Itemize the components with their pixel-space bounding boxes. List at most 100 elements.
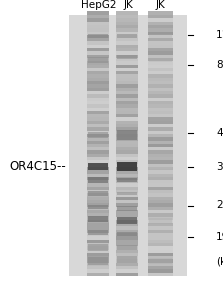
FancyBboxPatch shape bbox=[148, 104, 173, 107]
FancyBboxPatch shape bbox=[116, 157, 138, 160]
FancyBboxPatch shape bbox=[116, 216, 138, 220]
FancyBboxPatch shape bbox=[116, 134, 138, 137]
FancyBboxPatch shape bbox=[117, 55, 137, 59]
FancyBboxPatch shape bbox=[148, 223, 173, 226]
FancyBboxPatch shape bbox=[87, 94, 109, 98]
FancyBboxPatch shape bbox=[148, 48, 173, 51]
FancyBboxPatch shape bbox=[88, 216, 108, 222]
FancyBboxPatch shape bbox=[148, 87, 173, 91]
FancyBboxPatch shape bbox=[148, 11, 173, 15]
FancyBboxPatch shape bbox=[148, 190, 173, 194]
FancyBboxPatch shape bbox=[87, 144, 109, 147]
FancyBboxPatch shape bbox=[148, 236, 173, 240]
FancyBboxPatch shape bbox=[87, 124, 109, 127]
FancyBboxPatch shape bbox=[116, 25, 138, 28]
FancyBboxPatch shape bbox=[116, 196, 138, 200]
FancyBboxPatch shape bbox=[148, 15, 173, 18]
FancyBboxPatch shape bbox=[148, 124, 173, 127]
FancyBboxPatch shape bbox=[148, 134, 173, 137]
FancyBboxPatch shape bbox=[87, 266, 109, 269]
FancyBboxPatch shape bbox=[87, 31, 109, 35]
Text: JK: JK bbox=[156, 1, 165, 10]
FancyBboxPatch shape bbox=[148, 200, 173, 203]
FancyBboxPatch shape bbox=[116, 54, 138, 58]
FancyBboxPatch shape bbox=[148, 183, 173, 187]
FancyBboxPatch shape bbox=[148, 107, 173, 111]
FancyBboxPatch shape bbox=[116, 210, 138, 213]
FancyBboxPatch shape bbox=[116, 77, 138, 81]
FancyBboxPatch shape bbox=[87, 18, 109, 22]
FancyBboxPatch shape bbox=[87, 58, 109, 61]
FancyBboxPatch shape bbox=[87, 134, 109, 137]
FancyBboxPatch shape bbox=[117, 206, 137, 211]
FancyBboxPatch shape bbox=[116, 84, 138, 88]
FancyBboxPatch shape bbox=[116, 236, 138, 240]
FancyBboxPatch shape bbox=[148, 164, 173, 167]
FancyBboxPatch shape bbox=[116, 144, 138, 147]
FancyBboxPatch shape bbox=[148, 167, 173, 170]
FancyBboxPatch shape bbox=[148, 230, 173, 233]
FancyBboxPatch shape bbox=[148, 28, 173, 31]
FancyBboxPatch shape bbox=[148, 74, 173, 78]
FancyBboxPatch shape bbox=[116, 223, 138, 226]
FancyBboxPatch shape bbox=[116, 203, 138, 207]
FancyBboxPatch shape bbox=[116, 262, 138, 266]
FancyBboxPatch shape bbox=[148, 97, 173, 101]
FancyBboxPatch shape bbox=[148, 84, 173, 88]
FancyBboxPatch shape bbox=[116, 15, 138, 18]
FancyBboxPatch shape bbox=[116, 31, 138, 35]
FancyBboxPatch shape bbox=[148, 262, 173, 266]
FancyBboxPatch shape bbox=[116, 41, 138, 45]
FancyBboxPatch shape bbox=[87, 127, 109, 130]
FancyBboxPatch shape bbox=[148, 58, 173, 61]
FancyBboxPatch shape bbox=[116, 243, 138, 246]
FancyBboxPatch shape bbox=[87, 11, 109, 15]
FancyBboxPatch shape bbox=[87, 187, 109, 190]
FancyBboxPatch shape bbox=[148, 91, 173, 94]
FancyBboxPatch shape bbox=[87, 216, 109, 220]
FancyBboxPatch shape bbox=[87, 262, 109, 266]
FancyBboxPatch shape bbox=[87, 164, 109, 167]
FancyBboxPatch shape bbox=[87, 160, 109, 164]
FancyBboxPatch shape bbox=[116, 233, 138, 236]
FancyBboxPatch shape bbox=[116, 253, 138, 256]
FancyBboxPatch shape bbox=[87, 226, 109, 230]
Text: 19: 19 bbox=[216, 232, 223, 242]
FancyBboxPatch shape bbox=[87, 239, 109, 243]
FancyBboxPatch shape bbox=[87, 100, 109, 104]
FancyBboxPatch shape bbox=[148, 64, 173, 68]
FancyBboxPatch shape bbox=[148, 193, 173, 197]
FancyBboxPatch shape bbox=[87, 180, 109, 184]
FancyBboxPatch shape bbox=[87, 91, 109, 94]
FancyBboxPatch shape bbox=[148, 21, 173, 25]
FancyBboxPatch shape bbox=[148, 266, 173, 269]
FancyBboxPatch shape bbox=[148, 117, 173, 121]
FancyBboxPatch shape bbox=[116, 190, 138, 194]
FancyBboxPatch shape bbox=[116, 100, 138, 104]
FancyBboxPatch shape bbox=[117, 130, 137, 140]
FancyBboxPatch shape bbox=[148, 41, 173, 45]
FancyBboxPatch shape bbox=[87, 104, 109, 107]
FancyBboxPatch shape bbox=[87, 272, 109, 276]
FancyBboxPatch shape bbox=[87, 68, 109, 71]
FancyBboxPatch shape bbox=[87, 223, 109, 226]
FancyBboxPatch shape bbox=[87, 220, 109, 223]
FancyBboxPatch shape bbox=[116, 272, 138, 276]
FancyBboxPatch shape bbox=[117, 217, 137, 224]
FancyBboxPatch shape bbox=[87, 87, 109, 91]
FancyBboxPatch shape bbox=[116, 183, 138, 187]
FancyBboxPatch shape bbox=[117, 232, 137, 236]
FancyBboxPatch shape bbox=[148, 44, 173, 48]
FancyBboxPatch shape bbox=[87, 177, 109, 180]
FancyBboxPatch shape bbox=[116, 239, 138, 243]
FancyBboxPatch shape bbox=[87, 25, 109, 28]
FancyBboxPatch shape bbox=[87, 21, 109, 25]
FancyBboxPatch shape bbox=[116, 51, 138, 55]
FancyBboxPatch shape bbox=[148, 120, 173, 124]
FancyBboxPatch shape bbox=[148, 170, 173, 174]
FancyBboxPatch shape bbox=[116, 68, 138, 71]
FancyBboxPatch shape bbox=[116, 147, 138, 151]
FancyBboxPatch shape bbox=[87, 81, 109, 84]
Text: OR4C15--: OR4C15-- bbox=[9, 160, 66, 173]
FancyBboxPatch shape bbox=[148, 187, 173, 190]
